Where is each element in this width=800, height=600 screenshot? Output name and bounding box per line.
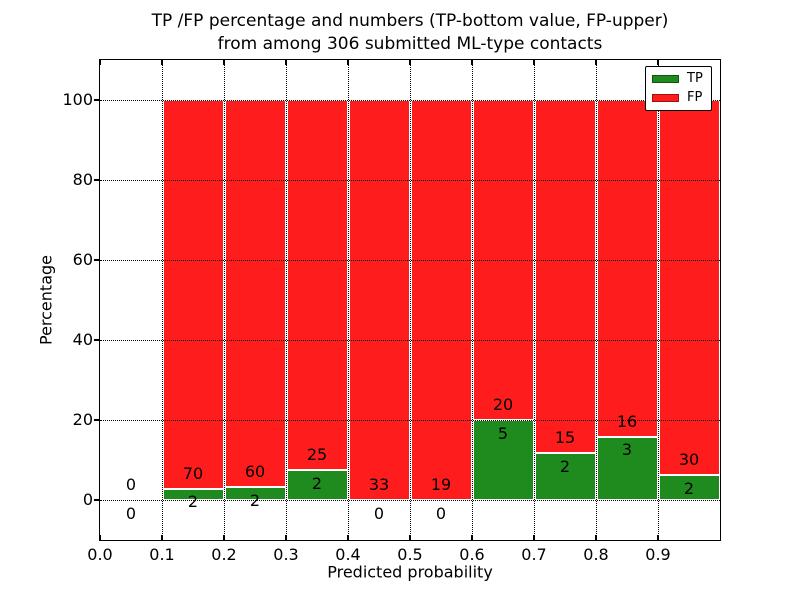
x-tick-label: 0.0	[87, 545, 113, 564]
annotation-fp-count: 0	[125, 474, 137, 494]
bar-segment-tp	[658, 475, 720, 500]
y-tick-mark	[94, 259, 99, 261]
x-tick-mark-top	[595, 60, 597, 65]
x-tick-mark-top	[409, 60, 411, 65]
annotation-tp-count: 2	[187, 492, 199, 512]
annotation-tp-count: 5	[497, 423, 509, 443]
x-tick-label: 0.1	[149, 545, 175, 564]
chart-title-line1: TP /FP percentage and numbers (TP-bottom…	[151, 11, 669, 31]
grid-line-vertical	[410, 60, 411, 540]
y-tick-mark	[94, 419, 99, 421]
grid-line-vertical	[658, 60, 659, 540]
x-tick-label: 0.3	[273, 545, 299, 564]
y-tick-label: 40	[72, 330, 93, 349]
annotation-fp-count: 25	[306, 445, 328, 465]
x-tick-label: 0.6	[459, 545, 485, 564]
annotation-tp-count: 2	[683, 478, 695, 498]
annotation-tp-count: 0	[125, 503, 137, 523]
chart-title: TP /FP percentage and numbers (TP-bottom…	[152, 10, 669, 56]
annotation-fp-count: 60	[244, 461, 266, 481]
x-tick-mark	[347, 535, 349, 540]
bar-segment-fp	[286, 100, 348, 471]
legend-swatch-fp	[652, 93, 679, 102]
bar-segment-fp	[596, 100, 658, 437]
x-tick-mark	[533, 535, 535, 540]
chart-title-line2: from among 306 submitted ML-type contact…	[217, 34, 603, 54]
legend-label-fp: FP	[687, 89, 703, 105]
x-tick-mark-top	[533, 60, 535, 65]
x-tick-label: 0.7	[521, 545, 547, 564]
annotation-tp-count: 0	[373, 503, 385, 523]
annotation-tp-count: 2	[559, 456, 571, 476]
x-tick-label: 0.5	[397, 545, 423, 564]
annotation-fp-count: 19	[430, 474, 452, 494]
x-tick-mark	[657, 535, 659, 540]
grid-line-vertical	[534, 60, 535, 540]
legend-entry-fp: FP	[652, 90, 705, 106]
y-tick-mark	[94, 339, 99, 341]
x-tick-mark	[223, 535, 225, 540]
annotation-fp-count: 70	[182, 463, 204, 483]
annotation-tp-count: 2	[311, 473, 323, 493]
x-tick-mark-top	[347, 60, 349, 65]
bar-segment-tp	[596, 436, 658, 500]
grid-line-vertical	[348, 60, 349, 540]
bar-segment-fp	[534, 100, 596, 453]
bar-segment-fp	[162, 100, 224, 489]
bar-segment-tp	[162, 488, 224, 500]
x-axis-label: Predicted probability	[327, 562, 493, 582]
bar-segment-fp	[348, 100, 410, 500]
annotation-tp-count: 0	[435, 503, 447, 523]
x-tick-mark	[409, 535, 411, 540]
x-tick-label: 0.2	[211, 545, 237, 564]
x-tick-mark-top	[99, 60, 101, 65]
legend-entry-tp: TP	[652, 71, 705, 87]
annotation-tp-count: 3	[621, 440, 633, 460]
x-tick-label: 0.9	[645, 545, 671, 564]
grid-line-vertical	[596, 60, 597, 540]
bar-segment-fp	[658, 100, 720, 475]
x-tick-mark-top	[223, 60, 225, 65]
plot-area: 0 0 70 2 60 2 25 2 33 0 19 0 20 5 15 2 16 3 30 2 TP FP	[99, 59, 721, 541]
annotation-fp-count: 20	[492, 394, 514, 414]
x-tick-mark-top	[161, 60, 163, 65]
legend-label-tp: TP	[687, 71, 703, 87]
y-tick-label: 100	[62, 90, 93, 109]
grid-line-vertical	[286, 60, 287, 540]
x-tick-label: 0.8	[583, 545, 609, 564]
y-tick-mark	[94, 499, 99, 501]
bar-segment-fp	[410, 100, 472, 500]
bar-segment-fp	[224, 100, 286, 488]
x-tick-mark	[161, 535, 163, 540]
annotation-tp-count: 2	[249, 490, 261, 510]
y-tick-label: 80	[72, 170, 93, 189]
legend: TP FP	[645, 66, 712, 111]
annotation-fp-count: 30	[678, 449, 700, 469]
annotation-fp-count: 16	[616, 411, 638, 431]
y-tick-label: 60	[72, 250, 93, 269]
bar-segment-tp	[534, 452, 596, 500]
x-tick-mark-top	[285, 60, 287, 65]
grid-line-vertical	[224, 60, 225, 540]
annotation-fp-count: 33	[368, 474, 390, 494]
x-tick-mark	[595, 535, 597, 540]
bar-segment-tp	[286, 470, 348, 500]
x-tick-mark-top	[471, 60, 473, 65]
y-tick-mark	[94, 99, 99, 101]
x-tick-mark	[471, 535, 473, 540]
x-tick-label: 0.4	[335, 545, 361, 564]
annotation-fp-count: 15	[554, 427, 576, 447]
x-tick-mark-top	[657, 60, 659, 65]
y-tick-label: 0	[82, 490, 93, 509]
x-tick-mark	[285, 535, 287, 540]
x-tick-mark	[99, 535, 101, 540]
grid-line-vertical	[472, 60, 473, 540]
grid-line-vertical	[162, 60, 163, 540]
y-tick-label: 20	[72, 410, 93, 429]
legend-swatch-tp	[652, 75, 679, 84]
bar-segment-tp	[224, 487, 286, 500]
y-tick-mark	[94, 179, 99, 181]
